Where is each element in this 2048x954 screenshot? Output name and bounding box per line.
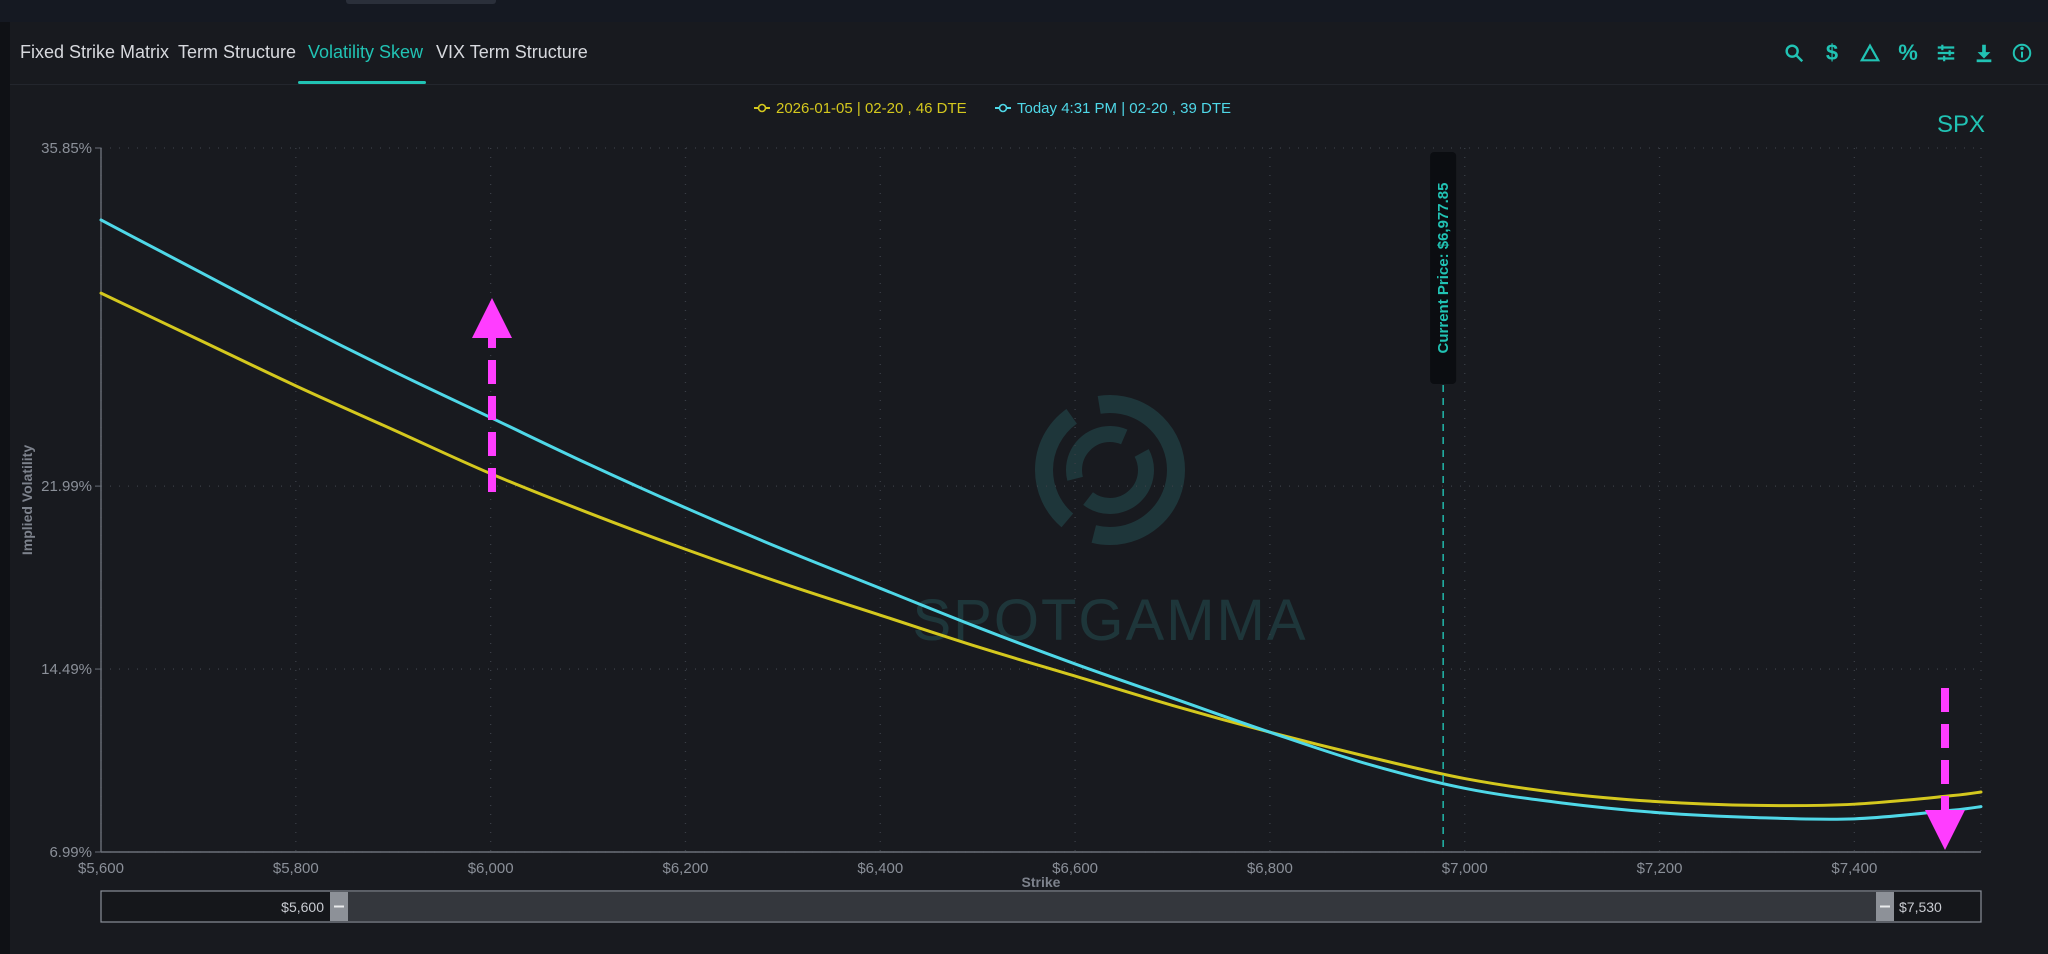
spotgamma-logo bbox=[1035, 395, 1185, 545]
x-tick-label: $6,400 bbox=[857, 860, 903, 877]
range-slider-selection[interactable] bbox=[338, 892, 1876, 921]
tab-term-structure[interactable]: Term Structure bbox=[178, 42, 297, 62]
download-icon[interactable] bbox=[1972, 41, 1996, 65]
tab-volatility-skew[interactable]: Volatility Skew bbox=[308, 42, 424, 62]
legend-label-series-1: 2026-01-05 | 02-20 , 46 DTE bbox=[776, 100, 967, 117]
info-icon[interactable] bbox=[2010, 41, 2034, 65]
y-tick-label: 35.85% bbox=[41, 140, 92, 157]
current-price-marker: Current Price: $6,977.85 bbox=[1430, 152, 1457, 852]
range-slider-max-label: $7,530 bbox=[1899, 899, 1942, 915]
axes: $5,600 $5,800 $6,000 $6,200 $6,400 $6,600 $6,8… bbox=[41, 140, 1981, 877]
search-icon[interactable] bbox=[1782, 41, 1806, 65]
range-slider-min-label: $5,600 bbox=[281, 899, 324, 915]
range-slider[interactable]: $5,600 $7,530 bbox=[100, 890, 1982, 923]
series-line-2[interactable] bbox=[99, 218, 1983, 821]
x-axis-title: Strike bbox=[1022, 874, 1061, 890]
legend-marker-series-1 bbox=[757, 103, 767, 113]
x-tick-label: $7,200 bbox=[1637, 860, 1683, 877]
active-tab-indicator bbox=[298, 81, 426, 84]
tab-fixed-strike-matrix[interactable]: Fixed Strike Matrix bbox=[20, 42, 170, 62]
percent-icon[interactable]: % bbox=[1896, 41, 1920, 65]
tab-bar: Fixed Strike Matrix Term Structure Volat… bbox=[10, 22, 2048, 85]
x-tick-label: $6,000 bbox=[468, 860, 514, 877]
annotation-arrow-up bbox=[472, 298, 512, 492]
legend-item-series-1[interactable]: 2026-01-05 | 02-20 , 46 DTE bbox=[754, 100, 967, 117]
legend-marker-series-2 bbox=[998, 103, 1008, 113]
annotation-arrow-down bbox=[1925, 688, 1965, 850]
y-tick-label: 21.99% bbox=[41, 478, 92, 495]
top-bar bbox=[0, 0, 2048, 22]
legend-item-series-2[interactable]: Today 4:31 PM | 02-20 , 39 DTE bbox=[995, 100, 1231, 117]
x-tick-label: $6,200 bbox=[663, 860, 709, 877]
sliders-icon[interactable] bbox=[1934, 41, 1958, 65]
dollar-glyph: $ bbox=[1825, 40, 1839, 65]
y-tick-label: 14.49% bbox=[41, 661, 92, 678]
x-tick-label: $6,800 bbox=[1247, 860, 1293, 877]
series-line-1[interactable] bbox=[99, 291, 1983, 808]
watermark-text: SPOTGAMMA bbox=[912, 588, 1307, 653]
y-axis-title: Implied Volatility bbox=[19, 445, 35, 555]
percent-glyph: % bbox=[1898, 40, 1918, 65]
dollar-icon[interactable]: $ bbox=[1820, 41, 1844, 65]
tab-vix-term-structure[interactable]: VIX Term Structure bbox=[436, 42, 588, 62]
y-tick-label: 6.99% bbox=[49, 844, 92, 861]
x-tick-label: $5,600 bbox=[78, 860, 124, 877]
x-tick-label: $7,400 bbox=[1831, 860, 1877, 877]
top-bar-handle[interactable] bbox=[346, 0, 496, 4]
current-price-box bbox=[1430, 152, 1457, 384]
x-tick-label: $7,000 bbox=[1442, 860, 1488, 877]
legend: 2026-01-05 | 02-20 , 46 DTE Today 4:31 P… bbox=[754, 100, 1231, 117]
ticker-label: SPX bbox=[1937, 111, 1985, 138]
grid bbox=[100, 147, 1982, 853]
volatility-panel: Fixed Strike Matrix Term Structure Volat… bbox=[10, 22, 2048, 954]
chart-toolbar: $ % bbox=[1782, 38, 2034, 68]
x-tick-label: $5,800 bbox=[273, 860, 319, 877]
current-price-label: Current Price: $6,977.85 bbox=[1435, 183, 1452, 354]
delta-icon[interactable] bbox=[1858, 41, 1882, 65]
x-tick-label: $6,600 bbox=[1052, 860, 1098, 877]
series-lines bbox=[99, 218, 1983, 821]
legend-label-series-2: Today 4:31 PM | 02-20 , 39 DTE bbox=[1017, 100, 1231, 117]
